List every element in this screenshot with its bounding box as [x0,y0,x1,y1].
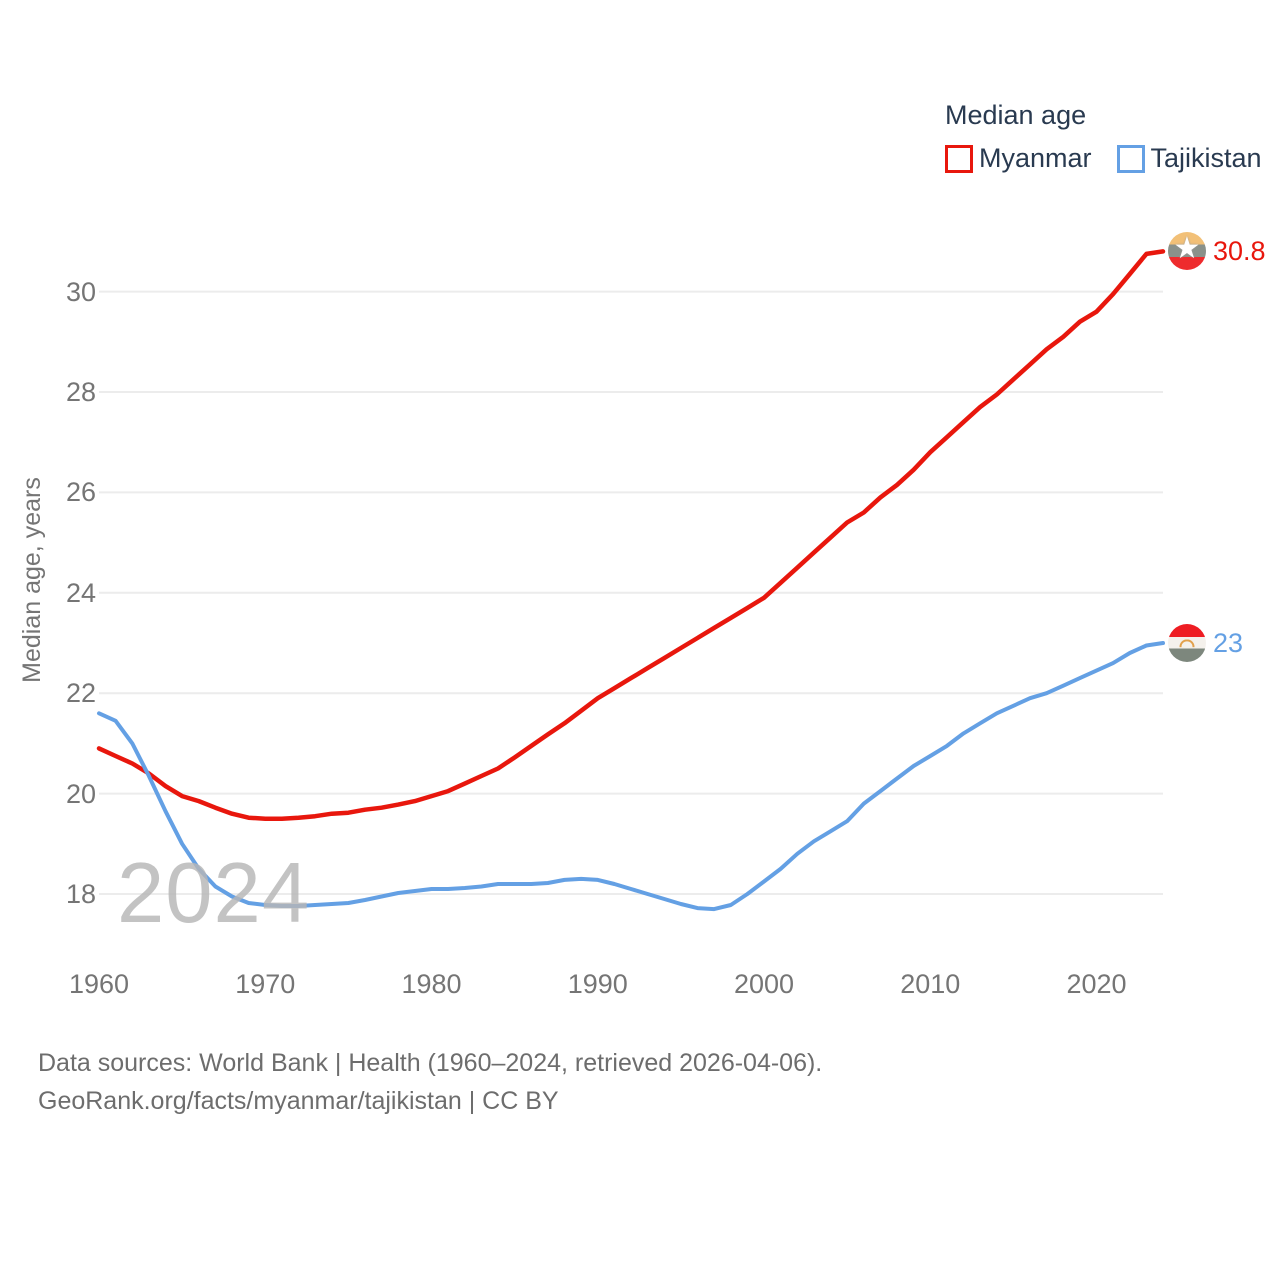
data-sources-line: Data sources: World Bank | Health (1960–… [38,1049,823,1077]
series-lines [96,249,1166,912]
y-tick-28: 28 [65,377,96,407]
y-tick-26: 26 [65,477,96,508]
x-tick-1980: 1980 [401,969,462,999]
y-tick-30: 30 [65,276,96,307]
y-tick-24: 24 [65,577,96,608]
y-tick-22: 22 [65,678,96,709]
crown-emblem-icon [1179,639,1195,648]
x-tick-2010: 2010 [900,969,961,999]
x-tick-2000: 2000 [733,969,795,999]
legend-label-myanmar: Myanmar [979,143,1092,173]
legend-title: Median age [945,100,1087,130]
tajikistan-end-label: 23 [1168,624,1243,662]
x-tick-1960: 1960 [68,969,130,999]
y-tick-20: 20 [65,778,96,809]
tajikistan-swatch-icon [1116,144,1145,173]
myanmar-end-value: 30.8 [1213,235,1266,266]
legend-item-tajikistan[interactable]: Tajikistan [1116,143,1262,174]
gridlines [99,290,1163,895]
myanmar-end-label: ★ 30.8 [1168,232,1266,270]
legend-label-tajikistan: Tajikistan [1150,143,1262,173]
myanmar-flag-icon: ★ [1168,232,1206,270]
myanmar-swatch-icon [945,144,973,173]
y-tick-18: 18 [65,879,96,909]
year-watermark: 2024 [117,846,311,941]
footer: Data sources: World Bank | Health (1960–… [38,1044,822,1120]
tajikistan-end-value: 23 [1213,627,1244,658]
x-tick-2020: 2020 [1066,969,1127,999]
tajikistan-flag-icon [1168,624,1206,662]
legend: Median age Myanmar Tajikistan [945,100,1262,174]
x-tick-1990: 1990 [567,969,628,999]
attribution-line: GeoRank.org/facts/myanmar/tajikistan | C… [38,1087,559,1115]
tajikistan-line [97,641,1165,912]
myanmar-line [96,249,1166,821]
star-icon: ★ [1173,232,1201,266]
x-tick-1970: 1970 [235,969,296,999]
legend-item-myanmar[interactable]: Myanmar [945,143,1092,174]
